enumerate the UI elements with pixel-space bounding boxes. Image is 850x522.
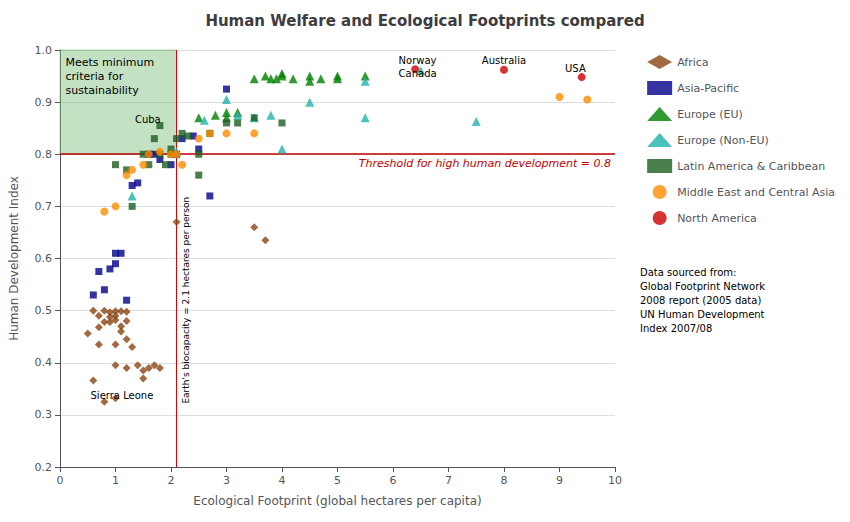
svg-text:4: 4: [279, 474, 286, 487]
svg-text:1.0: 1.0: [35, 44, 53, 57]
svg-text:Latin America & Caribbean: Latin America & Caribbean: [677, 160, 825, 173]
svg-text:criteria for: criteria for: [66, 70, 124, 83]
svg-text:Cuba: Cuba: [135, 114, 161, 125]
svg-text:0: 0: [57, 474, 64, 487]
svg-text:Africa: Africa: [677, 56, 708, 69]
svg-text:Norway: Norway: [399, 55, 437, 66]
svg-text:9: 9: [556, 474, 563, 487]
svg-text:Canada: Canada: [399, 68, 437, 79]
svg-text:USA: USA: [565, 63, 586, 74]
svg-text:North America: North America: [677, 212, 757, 225]
svg-text:Index 2007/08: Index 2007/08: [640, 323, 712, 334]
svg-text:sustainability: sustainability: [66, 84, 140, 97]
svg-text:0.8: 0.8: [35, 148, 53, 161]
svg-text:Australia: Australia: [482, 55, 526, 66]
svg-text:Middle East and Central Asia: Middle East and Central Asia: [677, 186, 835, 199]
svg-text:1: 1: [112, 474, 119, 487]
svg-text:Earth's biocapacity = 2.1 hect: Earth's biocapacity = 2.1 hectares per p…: [181, 197, 191, 404]
svg-text:0.7: 0.7: [35, 200, 53, 213]
svg-text:0.4: 0.4: [35, 356, 53, 369]
svg-text:0.6: 0.6: [35, 252, 53, 265]
svg-text:8: 8: [501, 474, 508, 487]
svg-text:Global Footprint Network: Global Footprint Network: [640, 281, 765, 292]
svg-text:Ecological Footprint (global h: Ecological Footprint (global hectares pe…: [193, 494, 481, 508]
svg-text:5: 5: [334, 474, 341, 487]
svg-text:7: 7: [445, 474, 452, 487]
svg-text:Asia-Pacific: Asia-Pacific: [677, 82, 739, 95]
svg-text:Data sourced from:: Data sourced from:: [640, 267, 736, 278]
svg-text:Human Welfare and Ecological F: Human Welfare and Ecological Footprints …: [205, 12, 644, 30]
svg-text:6: 6: [390, 474, 397, 487]
svg-text:0.2: 0.2: [35, 461, 53, 474]
svg-text:Threshold for high human devel: Threshold for high human development = 0…: [359, 157, 611, 170]
svg-text:0.3: 0.3: [35, 408, 53, 421]
svg-text:Sierra Leone: Sierra Leone: [91, 390, 154, 401]
svg-text:10: 10: [608, 474, 622, 487]
svg-text:Meets minimum: Meets minimum: [66, 56, 155, 69]
svg-text:2008 report (2005 data): 2008 report (2005 data): [640, 295, 761, 306]
svg-text:Europe (EU): Europe (EU): [677, 108, 743, 121]
svg-text:0.9: 0.9: [35, 96, 53, 109]
svg-text:2: 2: [168, 474, 175, 487]
svg-text:0.5: 0.5: [35, 304, 53, 317]
svg-text:Human Development Index: Human Development Index: [7, 176, 21, 341]
svg-text:UN Human Development: UN Human Development: [640, 309, 765, 320]
svg-text:Europe (Non-EU): Europe (Non-EU): [677, 134, 769, 147]
svg-text:3: 3: [223, 474, 230, 487]
